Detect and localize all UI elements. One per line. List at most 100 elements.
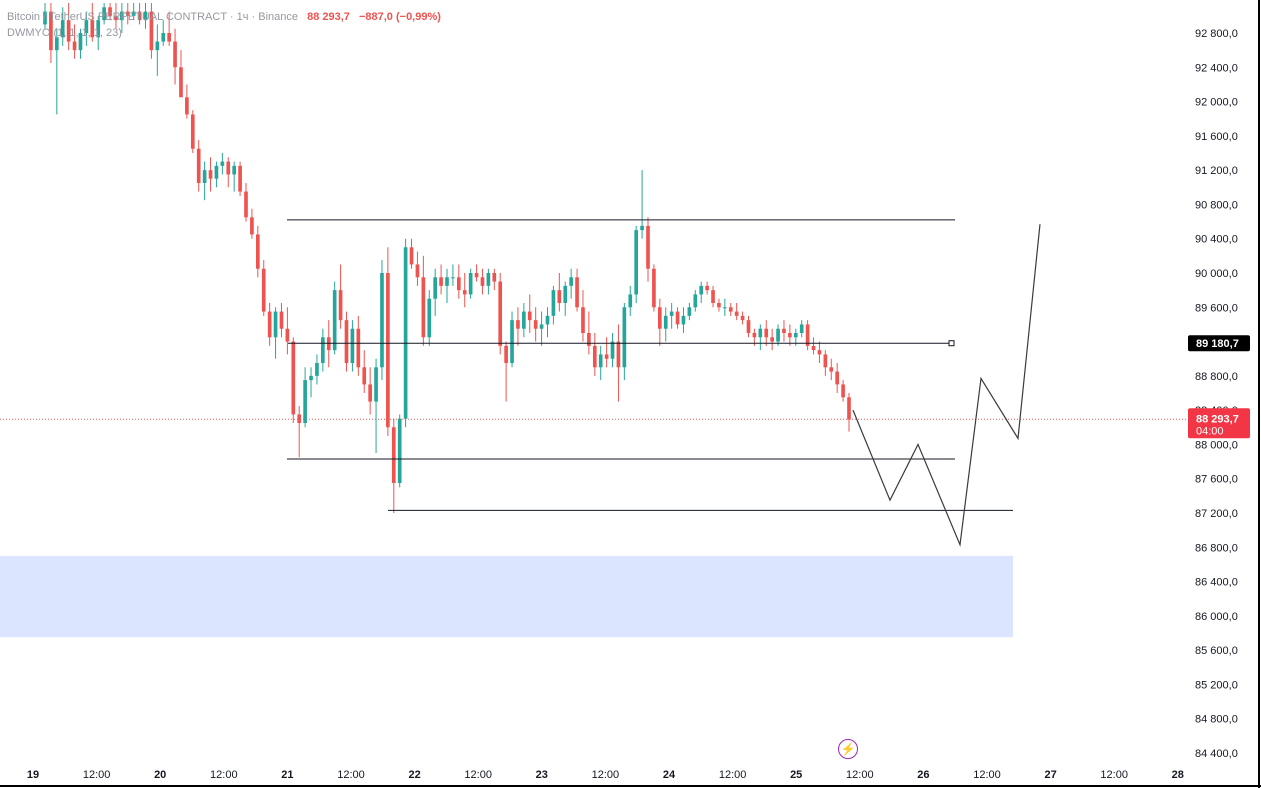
candle-body[interactable] xyxy=(516,320,520,329)
candle-body[interactable] xyxy=(675,311,680,325)
candle-body[interactable] xyxy=(102,7,106,21)
candle-body[interactable] xyxy=(669,311,674,316)
candle-body[interactable] xyxy=(232,165,237,175)
candle-body[interactable] xyxy=(54,37,59,51)
candle-body[interactable] xyxy=(315,363,319,376)
candle-body[interactable] xyxy=(740,315,745,321)
candle-body[interactable] xyxy=(598,354,603,368)
candle-body[interactable] xyxy=(634,230,639,295)
candle-body[interactable] xyxy=(734,311,739,316)
candle-body[interactable] xyxy=(214,165,219,179)
candle-body[interactable] xyxy=(451,277,455,279)
candle-body[interactable] xyxy=(805,324,810,346)
candle-body[interactable] xyxy=(557,290,562,303)
candle-body[interactable] xyxy=(770,337,774,342)
candle-body[interactable] xyxy=(693,294,698,308)
candle-body[interactable] xyxy=(114,15,118,21)
candle-body[interactable] xyxy=(829,367,834,372)
candle-body[interactable] xyxy=(415,264,420,278)
candle-body[interactable] xyxy=(137,11,142,21)
candle-body[interactable] xyxy=(238,165,242,192)
candle-body[interactable] xyxy=(273,311,278,338)
candle-body[interactable] xyxy=(782,328,786,333)
candle-body[interactable] xyxy=(592,345,597,368)
projection-path[interactable] xyxy=(852,224,1041,548)
candle-body[interactable] xyxy=(202,170,207,183)
candle-body[interactable] xyxy=(652,268,656,308)
candle-body[interactable] xyxy=(551,290,556,316)
candle-body[interactable] xyxy=(539,324,544,329)
candle-body[interactable] xyxy=(728,307,733,312)
candle-body[interactable] xyxy=(480,277,485,286)
candle-body[interactable] xyxy=(409,247,414,265)
candle-body[interactable] xyxy=(250,217,254,235)
candle-body[interactable] xyxy=(776,328,780,342)
candle-body[interactable] xyxy=(663,315,668,329)
candle-body[interactable] xyxy=(49,11,53,51)
candle-body[interactable] xyxy=(811,345,816,351)
candle-body[interactable] xyxy=(628,294,633,308)
candle-body[interactable] xyxy=(255,234,260,269)
candle-body[interactable] xyxy=(498,281,503,346)
candle-body[interactable] xyxy=(456,277,461,291)
candle-body[interactable] xyxy=(847,397,851,420)
candle-body[interactable] xyxy=(699,285,704,295)
candle-body[interactable] xyxy=(291,341,296,415)
candle-body[interactable] xyxy=(131,11,136,16)
candle-body[interactable] xyxy=(587,333,591,346)
candle-body[interactable] xyxy=(563,285,568,303)
candle-body[interactable] xyxy=(125,11,130,16)
candle-body[interactable] xyxy=(604,354,609,359)
candle-body[interactable] xyxy=(285,328,290,342)
candle-body[interactable] xyxy=(799,324,804,333)
candle-body[interactable] xyxy=(261,268,266,312)
candle-body[interactable] xyxy=(190,114,195,149)
candle-body[interactable] xyxy=(279,311,284,329)
candle-body[interactable] xyxy=(717,303,721,308)
candle-body[interactable] xyxy=(72,41,77,51)
candle-body[interactable] xyxy=(575,277,579,308)
demand-zone[interactable] xyxy=(0,555,1013,638)
candle-body[interactable] xyxy=(788,333,792,338)
candle-body[interactable] xyxy=(60,20,65,38)
candle-body[interactable] xyxy=(746,320,751,333)
candle-body[interactable] xyxy=(433,277,438,299)
candle-body[interactable] xyxy=(486,273,491,286)
candle-body[interactable] xyxy=(108,7,112,16)
candle-body[interactable] xyxy=(752,333,757,338)
candle-body[interactable] xyxy=(793,333,798,338)
candle-body[interactable] xyxy=(297,414,302,423)
candle-body[interactable] xyxy=(705,285,709,291)
candle-body[interactable] xyxy=(492,273,497,282)
candle-body[interactable] xyxy=(462,290,467,295)
candle-body[interactable] xyxy=(391,427,396,483)
candle-body[interactable] xyxy=(522,311,526,329)
candle-body[interactable] xyxy=(835,371,840,385)
candle-body[interactable] xyxy=(226,161,231,175)
candle-body[interactable] xyxy=(646,225,650,269)
candle-body[interactable] xyxy=(510,320,514,363)
candle-body[interactable] xyxy=(362,367,367,385)
candle-body[interactable] xyxy=(758,328,763,338)
candle-body[interactable] xyxy=(303,380,307,423)
candle-body[interactable] xyxy=(344,320,349,363)
candle-body[interactable] xyxy=(474,273,479,278)
candle-body[interactable] xyxy=(356,328,361,368)
candle-body[interactable] xyxy=(96,20,101,38)
candle-body[interactable] xyxy=(397,418,402,483)
candle-body[interactable] xyxy=(220,161,225,166)
candle-body[interactable] xyxy=(681,315,686,325)
candle-body[interactable] xyxy=(332,290,337,351)
candle-body[interactable] xyxy=(155,41,160,51)
candle-body[interactable] xyxy=(309,375,313,381)
indicator-label[interactable]: DWMYO (1, 1, 1, 1, 23) xyxy=(7,27,122,39)
candle-body[interactable] xyxy=(616,341,621,368)
candle-body[interactable] xyxy=(149,11,154,51)
candle-body[interactable] xyxy=(179,67,183,98)
candle-body[interactable] xyxy=(196,148,201,183)
candle-body[interactable] xyxy=(622,307,627,368)
candle-body[interactable] xyxy=(143,11,148,21)
candle-body[interactable] xyxy=(386,273,390,428)
candle-body[interactable] xyxy=(338,290,343,321)
